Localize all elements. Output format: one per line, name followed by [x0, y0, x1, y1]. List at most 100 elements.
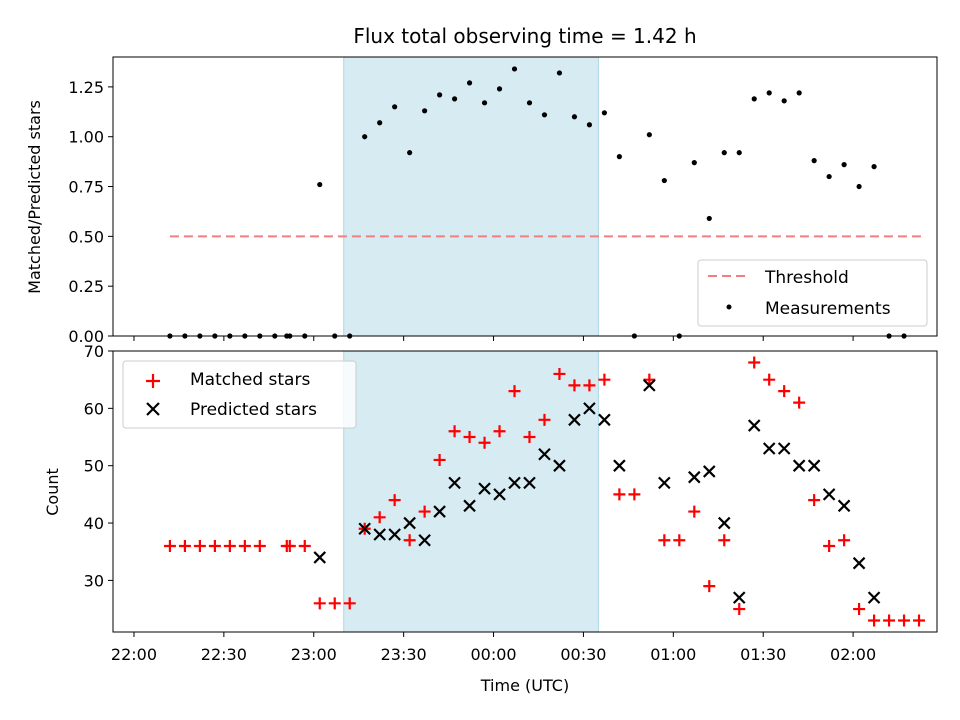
matched-star-point [403, 534, 416, 547]
bottom-panel: 22:00 22:30 23:00 23:30 00:00 00:30 01:00 01:30… [43, 342, 938, 695]
measurement-point [646, 132, 652, 138]
measurement-point [826, 173, 832, 180]
predicted-star-markers [313, 379, 881, 604]
matched-star-point [283, 539, 296, 552]
measurement-point [796, 90, 802, 96]
x-tick-label: 23:30 [381, 645, 427, 664]
y-tick-label: 50 [84, 457, 104, 476]
legend-measurements-swatch [726, 304, 732, 310]
y-tick-label: 0.25 [68, 277, 104, 296]
bottom-panel-frame [112, 350, 938, 633]
bottom-y-axis-label: Count [43, 468, 62, 516]
measurement-point [466, 80, 473, 86]
x-tick-label: 02:00 [830, 645, 876, 664]
x-tick-label: 22:30 [201, 645, 247, 664]
measurement-point [841, 162, 847, 168]
bottom-legend-box [122, 360, 357, 429]
x-tick-label: 00:30 [560, 645, 606, 664]
matched-star-point [868, 614, 881, 627]
legend-measurements-label: Measurements [765, 299, 891, 319]
measurement-point [556, 70, 563, 76]
predicted-star-point [658, 476, 671, 490]
matched-star-point [673, 534, 686, 547]
matched-star-point [328, 597, 341, 610]
matched-star-point [853, 603, 866, 616]
x-tick-label: 01:00 [650, 645, 696, 664]
chart-title: Flux total observing time = 1.42 h [353, 24, 696, 48]
measurement-point [601, 110, 608, 116]
legend-threshold-label: Threshold [764, 268, 849, 288]
measurement-point [856, 183, 862, 190]
matched-star-point [418, 505, 431, 518]
x-tick-label: 01:30 [740, 645, 786, 664]
measurement-point [451, 96, 458, 102]
y-tick-label: 0.75 [68, 178, 104, 197]
predicted-star-point [358, 522, 371, 536]
predicted-star-point [688, 470, 701, 484]
predicted-star-point [523, 476, 536, 490]
top-legend-box [697, 259, 928, 327]
predicted-star-point [448, 476, 461, 490]
predicted-star-point [792, 459, 806, 472]
measurement-point [781, 98, 787, 104]
matched-star-point [583, 379, 596, 392]
bottom-legend: Matched stars Predicted stars [122, 360, 357, 429]
matched-star-point [823, 539, 836, 552]
predicted-star-point [493, 488, 506, 501]
measurement-point [766, 90, 772, 96]
predicted-star-point [478, 482, 491, 495]
matched-star-point [388, 494, 401, 507]
predicted-star-point [598, 413, 611, 427]
matched-star-point [478, 436, 491, 449]
x-tick-label: 23:00 [291, 645, 337, 664]
measurement-points [167, 66, 907, 339]
matched-star-point [883, 614, 896, 627]
predicted-star-point [388, 528, 401, 541]
measurement-point [526, 100, 533, 106]
predicted-star-point [403, 516, 416, 530]
matched-star-point [463, 431, 476, 444]
legend-predicted-label: Predicted stars [190, 400, 317, 420]
predicted-star-point [313, 551, 327, 564]
matched-star-point [613, 488, 626, 501]
measurement-point [422, 108, 428, 114]
matched-star-point [538, 413, 551, 426]
matched-star-point [253, 539, 266, 552]
predicted-star-point [538, 447, 551, 461]
y-tick-label: 60 [84, 399, 104, 418]
predicted-star-point [373, 528, 386, 541]
predicted-star-point [717, 516, 731, 530]
predicted-star-point [643, 379, 656, 392]
top-legend: Threshold Measurements [697, 259, 928, 327]
matched-star-point [298, 539, 311, 552]
top-panel-frame [112, 56, 938, 337]
measurement-point [811, 158, 817, 164]
y-tick-label: 1.00 [68, 128, 104, 147]
x-tick-label: 00:00 [470, 645, 516, 664]
matched-star-point [373, 511, 386, 524]
bottom-x-ticks: 22:00 22:30 23:00 23:30 00:00 00:30 01:00 01:30… [111, 632, 876, 664]
predicted-star-point [762, 442, 776, 455]
legend-matched-swatch [146, 374, 160, 388]
top-y-ticks: 0.00 0.25 0.50 0.75 1.00 1.25 [68, 78, 113, 346]
legend-predicted-swatch [146, 402, 160, 416]
measurement-point [481, 100, 488, 106]
matched-star-point [733, 603, 746, 616]
predicted-star-point [702, 465, 716, 478]
matched-star-point [913, 614, 926, 627]
measurement-point [377, 120, 383, 126]
matched-star-point [658, 534, 671, 547]
matched-star-point [523, 431, 536, 444]
matched-star-point [433, 453, 446, 466]
x-tick-label: 22:00 [111, 645, 157, 664]
predicted-star-point [463, 499, 476, 513]
matched-star-point [343, 597, 356, 610]
top-panel: 0.00 0.25 0.50 0.75 1.00 1.25 Matched/Predict… [25, 56, 938, 346]
matched-star-point [598, 373, 611, 386]
predicted-star-point [568, 413, 581, 427]
y-tick-label: 30 [84, 571, 104, 590]
bottom-y-ticks: 30 40 50 60 70 [84, 342, 113, 590]
measurement-point [616, 154, 622, 160]
matched-star-point [553, 367, 566, 380]
